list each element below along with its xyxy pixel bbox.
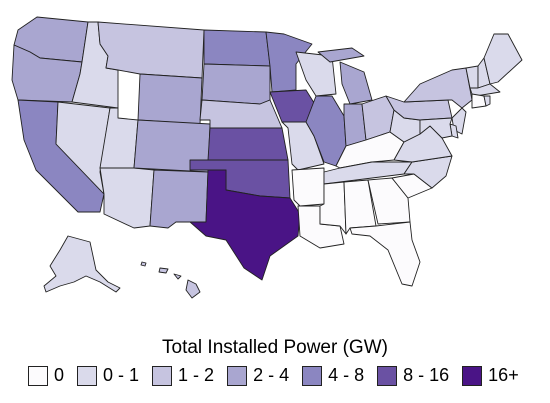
state-RI xyxy=(483,95,491,107)
legend-label: 2 - 4 xyxy=(253,365,290,385)
state-NM xyxy=(149,169,209,229)
legend-swatch xyxy=(28,365,48,386)
legend-swatch xyxy=(152,365,173,386)
legend-item: 8 - 16 xyxy=(377,365,449,386)
state-HI xyxy=(140,261,201,299)
state-GA xyxy=(367,177,411,225)
us-choropleth-map xyxy=(11,16,523,299)
state-AR xyxy=(291,167,325,207)
legend-item: 0 xyxy=(28,365,64,386)
state-TX xyxy=(175,169,301,281)
legend-item: 16+ xyxy=(462,365,519,386)
legend-swatch xyxy=(377,365,398,386)
legend-swatch xyxy=(227,365,248,386)
legend-label: 0 - 1 xyxy=(103,365,140,385)
state-ME xyxy=(483,33,523,85)
state-MD xyxy=(419,117,453,139)
legend-item: 4 - 8 xyxy=(302,365,364,386)
legend-label: 1 - 2 xyxy=(178,365,215,385)
legend: 0 0 - 1 1 - 2 2 - 4 4 - 8 8 - 16 16+ xyxy=(28,365,532,386)
state-KS xyxy=(207,127,289,161)
legend-label: 0 xyxy=(54,365,65,385)
state-ND xyxy=(203,29,271,67)
state-MN xyxy=(265,31,313,93)
state-MI xyxy=(317,47,373,105)
legend-swatch xyxy=(462,365,483,386)
legend-item: 0 - 1 xyxy=(77,365,139,386)
state-AK xyxy=(43,235,121,293)
legend-item: 1 - 2 xyxy=(152,365,214,386)
state-SD xyxy=(201,63,271,105)
state-NE xyxy=(199,99,283,129)
state-WY xyxy=(137,73,203,125)
legend-label: 16+ xyxy=(488,365,519,385)
legend-label: 8 - 16 xyxy=(403,365,450,385)
state-MT xyxy=(97,21,205,79)
state-AZ xyxy=(99,167,155,229)
legend-swatch xyxy=(302,365,323,386)
legend-label: 4 - 8 xyxy=(328,365,365,385)
state-FL xyxy=(349,221,421,287)
legend-title: Total Installed Power (GW) xyxy=(162,337,388,358)
legend-swatch xyxy=(77,365,98,386)
legend-item: 2 - 4 xyxy=(227,365,289,386)
